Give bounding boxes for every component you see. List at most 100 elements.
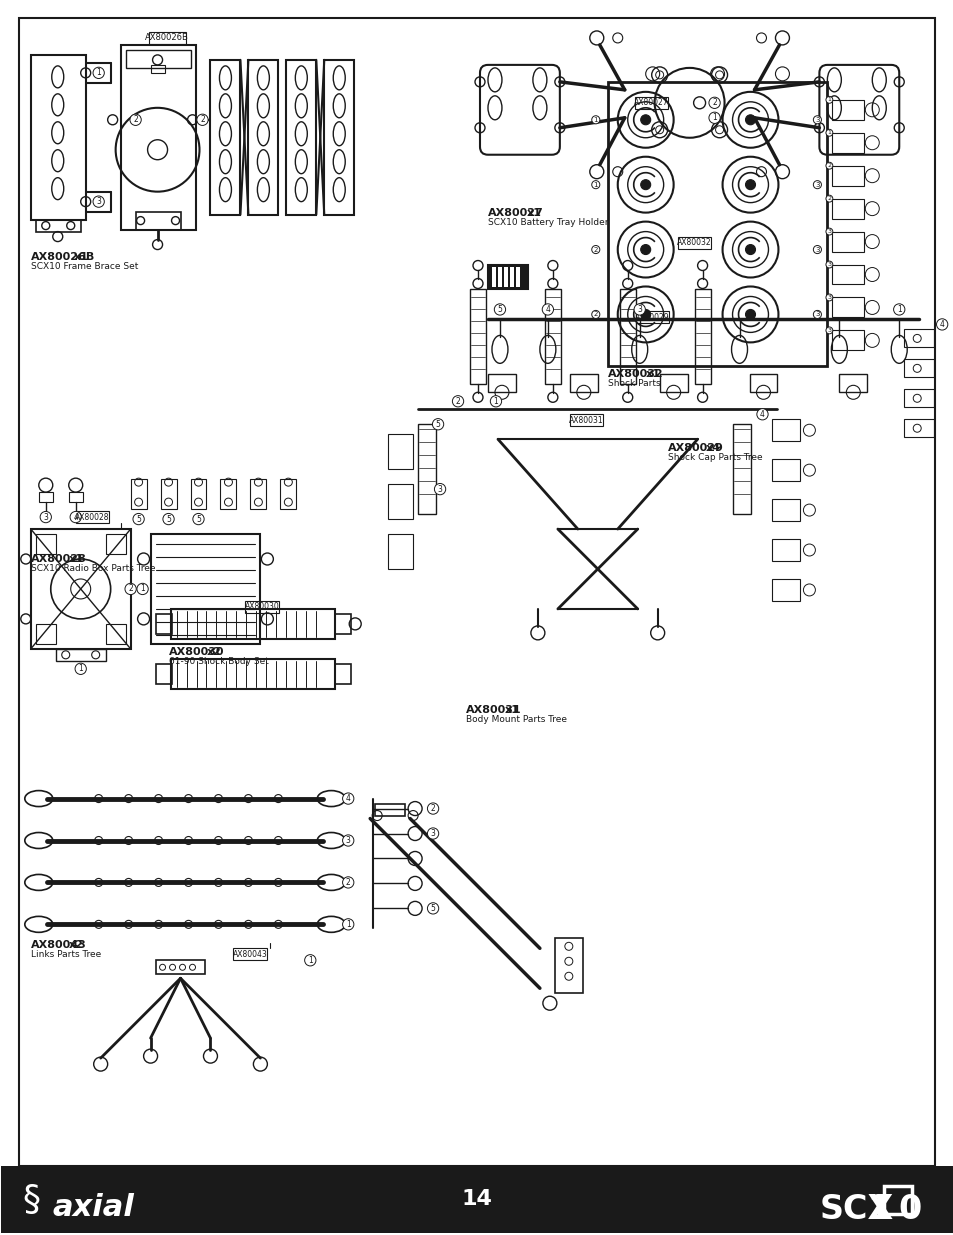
Text: x1: x1	[74, 252, 89, 262]
Bar	[569, 374, 598, 393]
Text: AX80031: AX80031	[569, 416, 603, 425]
Bar	[388, 484, 413, 519]
Bar	[171, 609, 335, 638]
Bar	[75, 511, 109, 524]
Text: 1: 1	[712, 114, 717, 122]
Bar	[36, 220, 81, 232]
Circle shape	[244, 920, 253, 929]
Text: AX80030: AX80030	[169, 647, 224, 657]
Bar	[30, 54, 86, 220]
Bar	[135, 211, 180, 230]
Bar	[149, 32, 186, 44]
Circle shape	[154, 836, 162, 845]
Text: 1: 1	[140, 584, 145, 594]
Text: 1: 1	[78, 664, 83, 673]
Circle shape	[744, 310, 755, 320]
Bar	[106, 534, 126, 555]
Circle shape	[744, 179, 755, 190]
Circle shape	[154, 794, 162, 803]
Text: 4: 4	[939, 320, 943, 329]
Bar	[191, 479, 206, 509]
Bar	[335, 664, 351, 684]
Circle shape	[125, 878, 132, 887]
Text: AX80029: AX80029	[635, 312, 669, 322]
Text: 2: 2	[456, 396, 460, 406]
Text: 4: 4	[760, 410, 764, 419]
Text: AX80032: AX80032	[677, 238, 711, 247]
Text: 2: 2	[712, 99, 717, 107]
Text: 3: 3	[430, 829, 436, 839]
Text: 61-90 Shock Body Set: 61-90 Shock Body Set	[169, 657, 268, 666]
Circle shape	[184, 920, 193, 929]
Bar	[36, 624, 55, 643]
Text: 1: 1	[593, 117, 598, 122]
Text: 1: 1	[308, 956, 313, 965]
Bar	[470, 289, 485, 384]
Bar	[151, 65, 164, 73]
Text: SCX: SCX	[819, 1193, 893, 1226]
Text: 3: 3	[814, 117, 819, 122]
Circle shape	[154, 878, 162, 887]
Bar	[388, 435, 413, 469]
Text: AX80027: AX80027	[634, 99, 668, 107]
Circle shape	[125, 920, 132, 929]
Text: 3: 3	[96, 198, 101, 206]
Circle shape	[125, 794, 132, 803]
Circle shape	[94, 878, 103, 887]
Circle shape	[214, 836, 222, 845]
Bar	[832, 331, 863, 351]
Circle shape	[244, 878, 253, 887]
Text: 2: 2	[826, 163, 830, 168]
Bar	[772, 499, 800, 521]
Circle shape	[94, 920, 103, 929]
Circle shape	[94, 794, 103, 803]
Bar	[659, 374, 687, 393]
Text: §: §	[23, 1183, 41, 1216]
Bar	[749, 374, 777, 393]
Bar	[220, 479, 236, 509]
Text: SCX10 Battery Tray Holder: SCX10 Battery Tray Holder	[488, 217, 608, 226]
Bar	[126, 49, 191, 68]
Bar	[492, 267, 496, 288]
Text: 5: 5	[136, 515, 141, 524]
Circle shape	[274, 878, 282, 887]
Text: AX80043: AX80043	[233, 950, 267, 958]
Circle shape	[744, 245, 755, 254]
Circle shape	[214, 920, 222, 929]
Bar	[488, 264, 527, 289]
Bar	[903, 359, 933, 378]
Circle shape	[214, 794, 222, 803]
Text: AX80031: AX80031	[465, 705, 521, 715]
Circle shape	[184, 878, 193, 887]
Bar	[677, 237, 710, 248]
Bar	[619, 289, 635, 384]
Bar	[772, 538, 800, 561]
Text: 1: 1	[593, 182, 598, 188]
Text: AX80026B: AX80026B	[145, 33, 189, 42]
Text: 2: 2	[593, 311, 598, 317]
Text: AX80026B: AX80026B	[30, 252, 95, 262]
Bar	[497, 267, 501, 288]
Text: 14: 14	[461, 1189, 492, 1209]
Text: 3: 3	[826, 228, 830, 235]
Circle shape	[274, 836, 282, 845]
Bar	[155, 614, 172, 634]
Text: 3: 3	[814, 311, 819, 317]
Circle shape	[744, 115, 755, 125]
Text: 2: 2	[593, 247, 598, 252]
Bar	[832, 133, 863, 153]
Text: 1: 1	[826, 130, 830, 136]
Text: AX80028: AX80028	[75, 513, 110, 521]
Text: 2: 2	[346, 878, 351, 887]
Text: Body Mount Parts Tree: Body Mount Parts Tree	[465, 715, 566, 724]
Bar	[233, 948, 267, 961]
Text: 4: 4	[73, 513, 78, 521]
Bar	[839, 374, 866, 393]
Bar	[772, 419, 800, 441]
Bar	[30, 529, 131, 648]
Bar	[151, 534, 260, 643]
Bar	[211, 59, 240, 215]
Circle shape	[640, 245, 650, 254]
Bar	[503, 267, 507, 288]
Text: x4: x4	[705, 443, 720, 453]
